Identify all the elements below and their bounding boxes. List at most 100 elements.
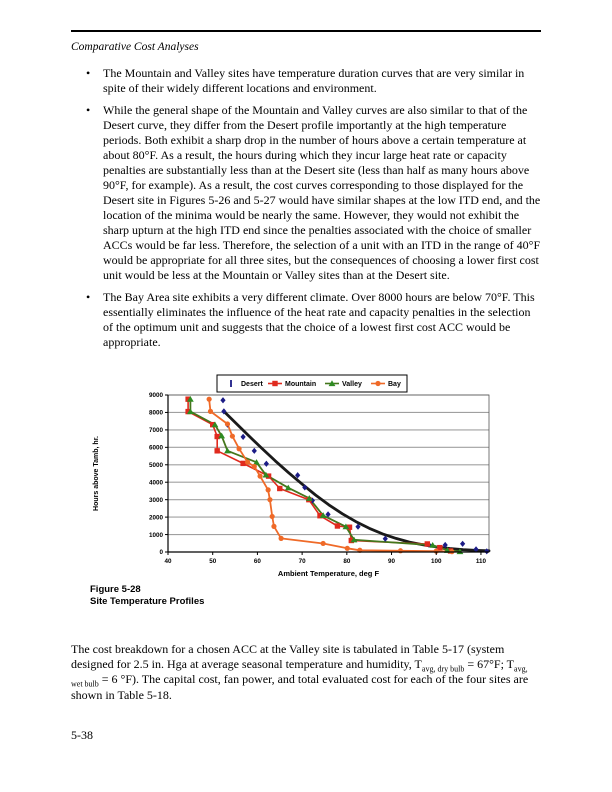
series-marker-valley xyxy=(429,541,437,548)
x-axis-title: Ambient Temperature, deg F xyxy=(278,569,380,578)
series-marker-bay xyxy=(236,446,242,452)
bullet-glyph: • xyxy=(86,66,91,80)
series-marker-desert xyxy=(473,546,479,553)
series-marker-valley xyxy=(262,471,270,478)
page-number: 5-38 xyxy=(71,728,93,742)
series-marker-bay xyxy=(278,535,284,541)
series-marker-mountain xyxy=(185,408,191,415)
series-marker-mountain xyxy=(437,544,443,551)
y-axis-tick-label: 9000 xyxy=(149,392,164,399)
legend-label-mountain: Mountain xyxy=(285,381,316,388)
y-axis-tick-label: 1000 xyxy=(149,532,164,539)
figure-caption-title: Site Temperature Profiles xyxy=(90,596,205,607)
series-marker-valley xyxy=(253,459,260,465)
series-marker-valley xyxy=(305,495,313,501)
bullet-glyph: • xyxy=(86,290,91,304)
y-axis-tick-label: 5000 xyxy=(149,462,164,469)
legend-label-valley: Valley xyxy=(342,381,362,388)
series-marker-bay xyxy=(224,421,231,427)
series-marker-desert xyxy=(240,433,246,440)
series-marker-bay xyxy=(207,408,214,414)
series-marker-mountain xyxy=(346,524,353,530)
series-marker-desert xyxy=(484,548,490,555)
paragraph-subscript: avg, dry bulb xyxy=(421,664,465,674)
x-axis-tick-label: 90 xyxy=(388,558,396,565)
y-axis-tick-label: 7000 xyxy=(149,427,164,434)
y-axis-tick-label: 2000 xyxy=(149,514,164,521)
y-axis-tick-label: 0 xyxy=(159,549,163,556)
series-marker-bay xyxy=(344,545,350,551)
series-marker-desert xyxy=(355,523,361,530)
x-axis-tick-label: 40 xyxy=(164,558,172,565)
series-marker-mountain xyxy=(185,396,191,402)
series-marker-mountain xyxy=(210,421,216,428)
bullet-text: The Bay Area site exhibits a very differ… xyxy=(103,290,535,349)
series-line-bay xyxy=(208,398,453,553)
x-axis-tick-label: 50 xyxy=(209,558,217,565)
paragraph-subscript: avg, wet bulb xyxy=(71,664,528,689)
chart-figure: 0 1000 2000 3000 4000 5000 6000 7000 8000 9000 40 5… xyxy=(84,366,496,586)
legend-glyph-mountain xyxy=(272,380,278,387)
series-marker-valley xyxy=(186,408,194,415)
series-marker-desert xyxy=(442,541,448,549)
series-marker-mountain xyxy=(334,523,341,529)
series-marker-desert xyxy=(460,540,466,547)
series-marker-bay xyxy=(257,473,263,479)
figure-caption: Figure 5-28 Site Temperature Profiles xyxy=(90,584,490,608)
bullet-glyph: • xyxy=(86,103,91,117)
y-axis-tick-label: 6000 xyxy=(149,445,164,452)
paragraph-text: The cost breakdown for a chosen ACC at t… xyxy=(71,642,505,672)
series-marker-valley xyxy=(186,395,194,402)
x-axis-tick-label: 100 xyxy=(431,558,442,565)
x-axis-tick-label: 60 xyxy=(254,558,262,565)
series-marker-mountain xyxy=(424,541,431,547)
series-marker-bay xyxy=(271,523,277,529)
y-axis-tick-label: 4000 xyxy=(149,479,164,486)
series-line-valley xyxy=(189,398,461,553)
figure-caption-number: Figure 5-28 xyxy=(90,584,141,595)
series-marker-mountain xyxy=(317,513,323,519)
x-axis-tick-label: 110 xyxy=(476,558,487,565)
series-marker-valley xyxy=(350,536,358,543)
series-marker-mountain xyxy=(348,537,355,544)
series-marker-mountain xyxy=(240,460,246,467)
site-temperature-chart: 0 1000 2000 3000 4000 5000 6000 7000 8000 9000 40 5… xyxy=(93,374,491,578)
legend-glyph-bay xyxy=(375,380,381,387)
y-axis-tick-label: 3000 xyxy=(149,497,164,504)
series-marker-desert xyxy=(251,447,257,454)
series-marker-desert xyxy=(325,511,331,518)
series-marker-mountain xyxy=(214,433,220,440)
paragraph-text: = 6 °F). The capital cost, fan power, an… xyxy=(71,672,529,702)
bullet-text: While the general shape of the Mountain … xyxy=(103,103,541,282)
bullet-item: • The Mountain and Valley sites have tem… xyxy=(71,66,541,96)
series-marker-valley xyxy=(319,512,327,518)
series-marker-bay xyxy=(267,497,273,503)
series-marker-desert xyxy=(220,397,226,404)
series-marker-bay xyxy=(320,540,326,547)
bullet-list: • The Mountain and Valley sites have tem… xyxy=(71,66,541,357)
x-axis-tick-label: 70 xyxy=(299,558,307,565)
series-marker-bay xyxy=(269,513,275,520)
y-axis-tick-label: 8000 xyxy=(149,410,164,417)
series-marker-bay xyxy=(244,459,251,465)
closing-paragraph: The cost breakdown for a chosen ACC at t… xyxy=(71,642,541,703)
series-marker-valley xyxy=(211,421,219,428)
bullet-item: • The Bay Area site exhibits a very diff… xyxy=(71,290,541,350)
running-header: Comparative Cost Analyses xyxy=(71,41,199,53)
y-axis-title: Hours above Tamb, hr. xyxy=(93,436,100,511)
series-marker-desert xyxy=(263,460,269,467)
series-marker-bay xyxy=(229,433,235,439)
x-axis-tick-label: 80 xyxy=(343,558,351,565)
series-marker-mountain xyxy=(214,448,220,454)
series-marker-valley xyxy=(284,484,292,491)
legend-label-bay: Bay xyxy=(388,381,401,388)
series-marker-bay xyxy=(265,487,271,493)
series-marker-valley xyxy=(342,523,350,530)
bullet-item: • While the general shape of the Mountai… xyxy=(71,103,541,283)
paragraph-text: = 67°F; T xyxy=(464,657,515,672)
series-marker-bay xyxy=(251,463,257,470)
bullet-text: The Mountain and Valley sites have tempe… xyxy=(103,66,525,95)
legend-glyph-desert xyxy=(230,380,232,387)
legend-glyph-valley xyxy=(328,380,336,387)
